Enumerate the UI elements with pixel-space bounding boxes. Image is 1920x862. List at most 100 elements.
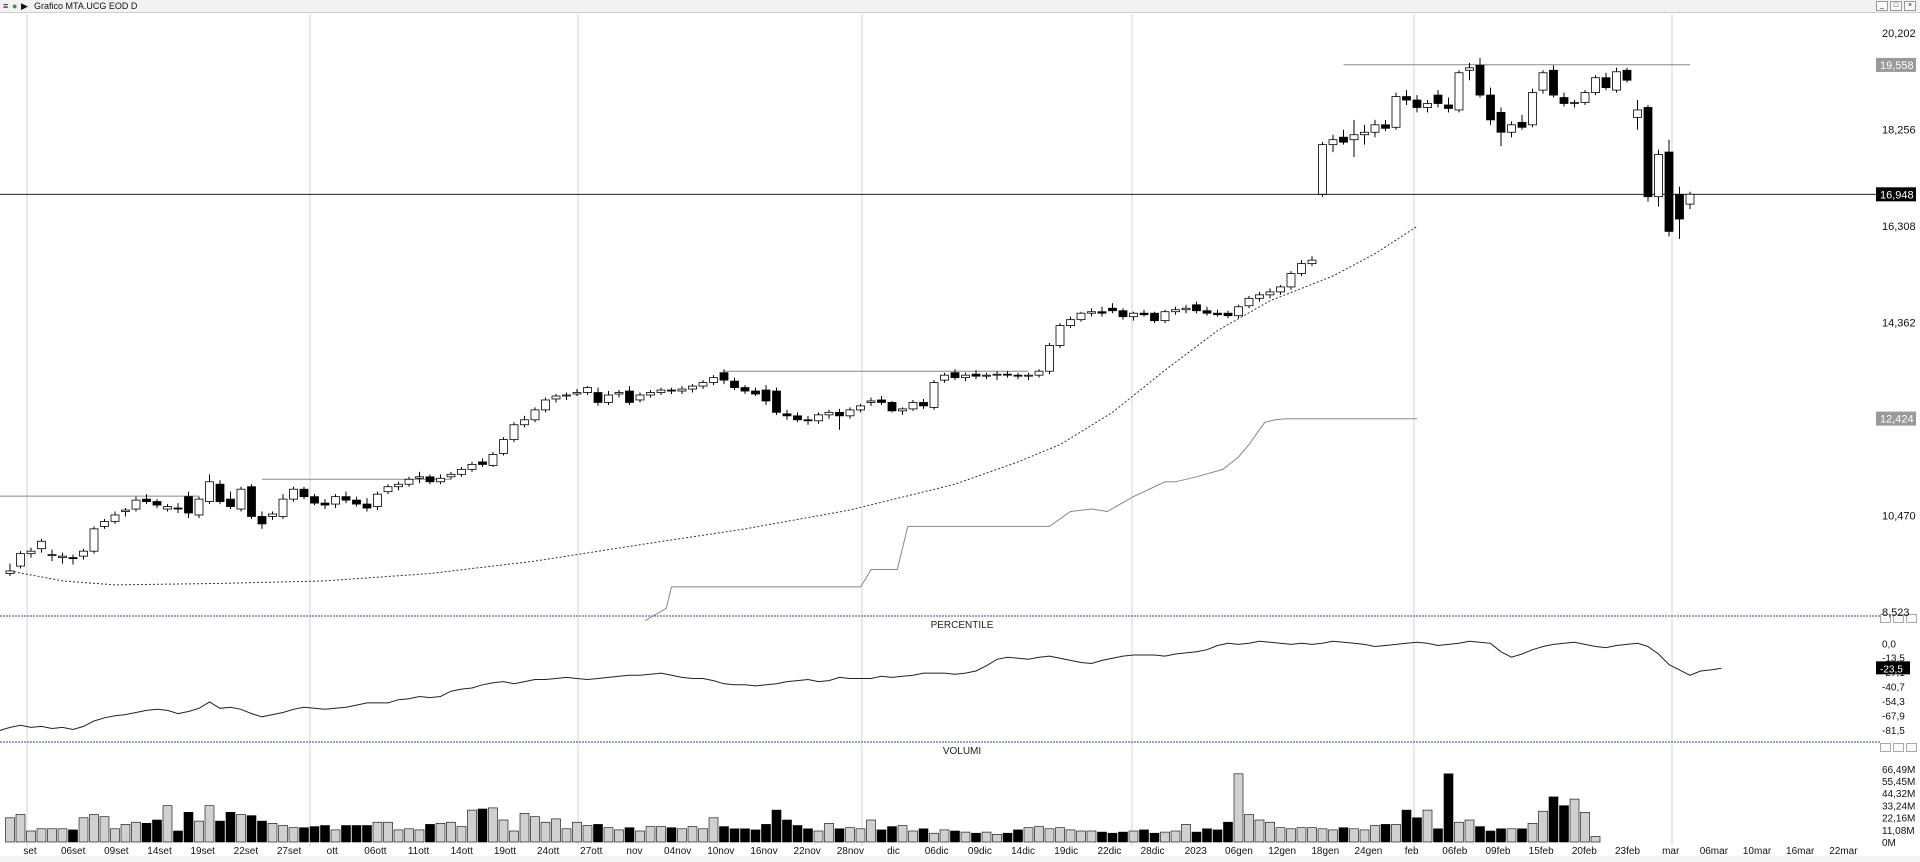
volume-bar [1517, 828, 1527, 843]
candle-down [341, 496, 351, 501]
candle-up [331, 496, 340, 505]
volume-bar [677, 828, 687, 843]
maximize-button[interactable]: □ [1890, 1, 1902, 11]
volume-bar [1244, 814, 1254, 843]
volume-bar [341, 825, 351, 843]
volume-tick-label: 55,45M [1882, 777, 1915, 788]
volume-bar [1128, 830, 1139, 843]
volume-bar [246, 815, 257, 843]
price-tags: 19,558 16,948 12,424 [1876, 57, 1916, 426]
volume-bar [887, 826, 897, 843]
candle-down [1381, 124, 1390, 129]
candle-down [1601, 77, 1611, 89]
candle-up [604, 394, 613, 403]
candle-down [950, 372, 960, 379]
volume-maximize-button[interactable] [1893, 743, 1904, 752]
volume-bar [1086, 830, 1097, 843]
price-tick-label: 18,256 [1882, 124, 1916, 136]
volume-minimize-button[interactable] [1880, 743, 1891, 752]
candle-down [1622, 69, 1632, 81]
volume-bar [1002, 832, 1013, 843]
volume-bar [15, 814, 26, 843]
candle-up [572, 392, 582, 395]
candle-down [1486, 94, 1495, 121]
oscillator-maximize-button[interactable] [1893, 614, 1904, 623]
candle-up [688, 385, 697, 390]
candle-up [551, 395, 561, 400]
oscillator-tag-background [1876, 661, 1910, 675]
candle-up [1454, 72, 1464, 111]
date-tick-label: 14dic [1011, 846, 1035, 857]
oscillator-panel-buttons [1880, 614, 1917, 623]
volume-bar [351, 825, 362, 843]
oscillator-minimize-button[interactable] [1880, 614, 1891, 623]
volume-bar [299, 827, 309, 843]
volume-bar [1170, 830, 1181, 843]
candle-down [152, 501, 162, 506]
candle-up [1160, 311, 1170, 322]
candle-up [1349, 134, 1359, 141]
volume-bar [110, 828, 120, 843]
play-icon[interactable]: ▶ [21, 1, 28, 11]
window-title: Grafico MTA.UCG EOD D [34, 1, 138, 11]
volume-bar [729, 828, 740, 843]
date-tick-label: feb [1405, 846, 1419, 857]
candle-up [530, 409, 540, 421]
volume-bar [1548, 796, 1559, 843]
candle-up [583, 387, 592, 393]
candle-down [1559, 97, 1569, 104]
date-tick-label: 06gen [1225, 846, 1253, 857]
candle-up [383, 486, 393, 493]
volume-bar [278, 825, 288, 843]
date-tick-label: 22mar [1829, 846, 1858, 857]
candle-down [173, 507, 183, 510]
date-tick-label: 10nov [707, 846, 734, 857]
volume-bar [215, 820, 225, 843]
candle-up [467, 464, 477, 470]
candle-up [89, 528, 99, 552]
volume-bar [1506, 828, 1517, 843]
candle-up [1024, 374, 1033, 377]
candle-up [908, 402, 918, 410]
volume-bar [1475, 826, 1485, 843]
date-tick-label: nov [626, 846, 642, 857]
candle-up [1528, 92, 1537, 126]
volume-bar [813, 830, 824, 843]
candle-down [719, 372, 729, 381]
candle-up [856, 405, 865, 411]
candle-up [1633, 109, 1642, 118]
date-tick-label: 06feb [1442, 846, 1467, 857]
volume-bar [498, 819, 509, 843]
volume-bar [918, 828, 929, 843]
volume-bar [897, 825, 908, 843]
candlestick-series[interactable] [5, 57, 1695, 576]
close-button[interactable]: × [1904, 1, 1916, 11]
volume-bar [1380, 824, 1391, 843]
volume-bar [1160, 831, 1170, 843]
candle-down [887, 402, 897, 412]
volume-bar [68, 829, 78, 843]
date-tick-label: 06dic [925, 846, 949, 857]
oscillator-title: PERCENTILE [931, 620, 994, 631]
candle-up [646, 392, 655, 396]
candle-up [961, 374, 970, 379]
candle-down [1139, 312, 1149, 316]
volume-bar [414, 829, 425, 843]
volume-close-button[interactable] [1906, 743, 1917, 752]
volume-bar [1118, 831, 1128, 843]
minimize-button[interactable]: _ [1876, 1, 1888, 11]
volume-bar [26, 830, 36, 843]
volume-bar [236, 814, 246, 843]
candle-up [709, 377, 718, 384]
volume-bar [1013, 829, 1023, 843]
candle-down [215, 483, 225, 502]
volume-bar [1401, 809, 1412, 843]
candle-up [614, 392, 624, 395]
menu-icon[interactable]: ≡ [3, 1, 9, 11]
volume-bar [834, 828, 845, 843]
oscillator-close-button[interactable] [1906, 614, 1917, 623]
volume-bar [267, 822, 278, 843]
candle-up [1066, 319, 1075, 326]
